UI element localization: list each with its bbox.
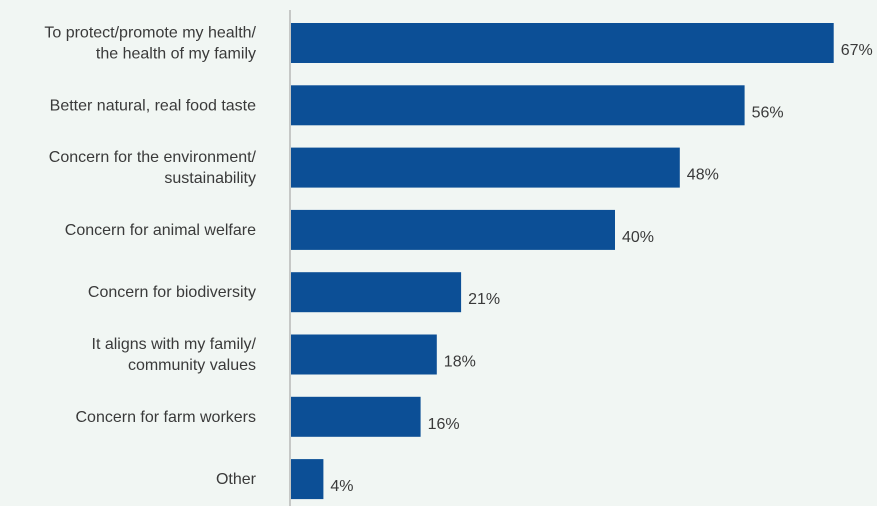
- category-label-2-line-0: Concern for the environment/: [49, 149, 257, 166]
- bar-2: [291, 147, 680, 188]
- bar-3: [291, 209, 615, 250]
- category-label-3-line-0: Concern for animal welfare: [65, 222, 256, 239]
- category-label-5-line-1: community values: [128, 357, 256, 374]
- category-label-3: Concern for animal welfare: [65, 222, 256, 239]
- category-label-2: Concern for the environment/sustainabili…: [49, 149, 257, 187]
- category-label-5-line-0: It aligns with my family/: [92, 336, 257, 353]
- category-label-4: Concern for biodiversity: [88, 284, 256, 301]
- category-label-6: Concern for farm workers: [76, 409, 257, 426]
- category-label-4-line-0: Concern for biodiversity: [88, 284, 256, 301]
- category-label-7-line-0: Other: [216, 471, 257, 488]
- category-label-0: To protect/promote my health/the health …: [44, 25, 256, 63]
- value-label-7: 4%: [330, 478, 353, 495]
- category-label-6-line-0: Concern for farm workers: [76, 409, 257, 426]
- category-label-5: It aligns with my family/community value…: [92, 336, 257, 374]
- category-label-1: Better natural, real food taste: [50, 97, 256, 114]
- value-label-0: 67%: [841, 42, 873, 59]
- category-label-2-line-1: sustainability: [164, 170, 256, 187]
- bar-1: [291, 85, 745, 126]
- value-label-5: 18%: [444, 354, 476, 371]
- bar-4: [291, 272, 462, 313]
- value-label-1: 56%: [752, 104, 784, 121]
- value-label-3: 40%: [622, 229, 654, 246]
- bar-5: [291, 334, 437, 375]
- category-label-1-line-0: Better natural, real food taste: [50, 97, 256, 114]
- bar-0: [291, 23, 834, 63]
- bar-7: [291, 459, 324, 500]
- bar-6: [291, 396, 421, 437]
- category-label-7: Other: [216, 471, 257, 488]
- value-label-2: 48%: [687, 167, 719, 184]
- value-label-4: 21%: [468, 291, 500, 308]
- category-label-0-line-0: To protect/promote my health/: [44, 25, 256, 42]
- value-label-6: 16%: [428, 416, 460, 433]
- category-label-0-line-1: the health of my family: [96, 46, 256, 63]
